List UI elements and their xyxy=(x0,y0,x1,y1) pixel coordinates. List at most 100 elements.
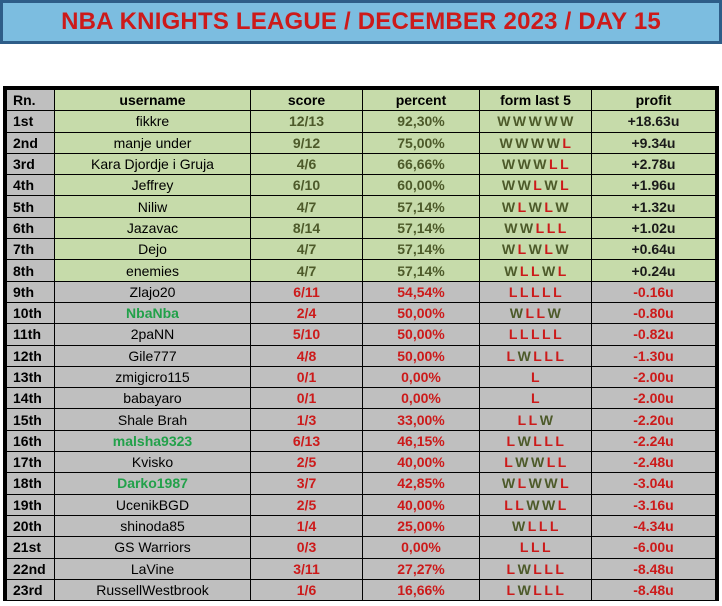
form-loss: L xyxy=(557,454,567,471)
score-cell: 2/4 xyxy=(250,301,363,325)
username-cell: malsha9323 xyxy=(54,429,251,453)
form-loss: L xyxy=(530,283,541,300)
score-cell: 1/6 xyxy=(250,578,363,602)
percent-cell: 57,14% xyxy=(362,216,480,240)
form-win: W xyxy=(515,454,529,471)
profit-cell: +0.64u xyxy=(591,238,716,261)
form-win: W xyxy=(542,262,556,279)
profit-cell: -2.00u xyxy=(591,365,716,389)
form-loss: L xyxy=(544,347,554,364)
form-win: W xyxy=(560,113,574,130)
profit-cell: -2.20u xyxy=(591,408,716,431)
form-win: W xyxy=(515,134,529,151)
form-loss: L xyxy=(530,390,541,407)
username-cell: NbaNba xyxy=(54,301,251,325)
score-cell: 1/4 xyxy=(250,514,363,538)
form-win: W xyxy=(509,305,524,322)
score-cell: 4/7 xyxy=(250,238,363,261)
username-cell: Jazavac xyxy=(54,216,251,240)
form-loss: L xyxy=(557,496,567,513)
form-loss: L xyxy=(519,283,529,300)
header-score: score xyxy=(250,88,363,112)
rank-cell: 18th xyxy=(6,472,55,495)
percent-cell: 57,14% xyxy=(362,238,480,261)
form-win: W xyxy=(519,219,534,236)
form-loss: L xyxy=(508,283,518,300)
form-loss: L xyxy=(506,560,516,577)
form-cell: L xyxy=(479,387,592,410)
percent-cell: 0,00% xyxy=(362,387,480,410)
percent-cell: 57,14% xyxy=(362,195,480,218)
username-cell: zmigicro115 xyxy=(54,365,251,389)
username-cell: Gile777 xyxy=(54,344,251,367)
form-loss: L xyxy=(527,518,537,535)
table-row: 2nd manje under 9/12 75,00% W W W W L +9.34u xyxy=(6,131,716,154)
score-cell: 0/1 xyxy=(250,387,363,410)
table-row: 16th malsha9323 6/13 46,15% L W L L L -2.24u xyxy=(6,429,716,453)
form-win: W xyxy=(528,241,543,258)
percent-cell: 92,30% xyxy=(362,110,480,133)
rank-cell: 13th xyxy=(6,365,55,389)
header-form: form last 5 xyxy=(479,88,592,112)
table-row: 5th Niliw 4/7 57,14% W L W L W +1.32u xyxy=(6,195,716,218)
profit-cell: -0.82u xyxy=(591,323,716,346)
form-win: W xyxy=(497,113,511,130)
form-win: W xyxy=(555,241,570,258)
table-row: 11th 2paNN 5/10 50,00% L L L L L -0.82u xyxy=(6,323,716,346)
percent-cell: 25,00% xyxy=(362,514,480,538)
profit-cell: -4.34u xyxy=(591,514,716,538)
username-cell: Darko1987 xyxy=(54,472,251,495)
profit-cell: -3.04u xyxy=(591,472,716,495)
profit-cell: -2.24u xyxy=(591,429,716,453)
form-win: W xyxy=(512,113,527,130)
form-loss: L xyxy=(538,518,548,535)
profit-cell: -8.48u xyxy=(591,578,716,602)
form-loss: L xyxy=(544,432,554,449)
rank-cell: 17th xyxy=(6,451,55,474)
score-cell: 6/13 xyxy=(250,429,363,453)
form-loss: L xyxy=(517,198,527,215)
form-loss: L xyxy=(560,177,570,194)
profit-cell: -6.00u xyxy=(591,536,716,559)
rank-cell: 7th xyxy=(6,238,55,261)
score-cell: 1/3 xyxy=(250,408,363,431)
profit-cell: -2.48u xyxy=(591,451,716,474)
score-cell: 3/7 xyxy=(250,472,363,495)
score-cell: 12/13 xyxy=(250,110,363,133)
form-win: W xyxy=(528,198,543,215)
username-cell: 2paNN xyxy=(54,323,251,346)
table-row: 9th Zlajo20 6/11 54,54% L L L L L -0.16u xyxy=(6,280,716,303)
form-win: W xyxy=(517,156,532,173)
form-loss: L xyxy=(555,560,565,577)
form-cell: L xyxy=(479,365,592,389)
score-cell: 2/5 xyxy=(250,493,363,516)
percent-cell: 54,54% xyxy=(362,280,480,303)
score-cell: 6/10 xyxy=(250,174,363,197)
form-loss: L xyxy=(533,177,543,194)
form-loss: L xyxy=(560,475,570,492)
form-loss: L xyxy=(530,326,541,343)
table-row: 10th NbaNba 2/4 50,00% W L L W -0.80u xyxy=(6,301,716,325)
username-cell: RussellWestbrook xyxy=(54,578,251,602)
table-row: 15th Shale Brah 1/3 33,00% L L W -2.20u xyxy=(6,408,716,431)
rank-cell: 23rd xyxy=(6,578,55,602)
form-loss: L xyxy=(506,581,516,598)
table-row: 17th Kvisko 2/5 40,00% L W W L L -2.48u xyxy=(6,451,716,474)
form-win: W xyxy=(501,156,516,173)
table-row: 12th Gile777 4/8 50,00% L W L L L -1.30u xyxy=(6,344,716,367)
form-loss: L xyxy=(517,241,527,258)
username-cell: Kara Djordje i Gruja xyxy=(54,152,251,176)
username-cell: Shale Brah xyxy=(54,408,251,431)
percent-cell: 46,15% xyxy=(362,429,480,453)
table-row: 8th enemies 4/7 57,14% W L L W L +0.24u xyxy=(6,259,716,282)
form-loss: L xyxy=(533,581,543,598)
rank-cell: 14th xyxy=(6,387,55,410)
table-row: 21st GS Warriors 0/3 0,00% L L L -6.00u xyxy=(6,536,716,559)
